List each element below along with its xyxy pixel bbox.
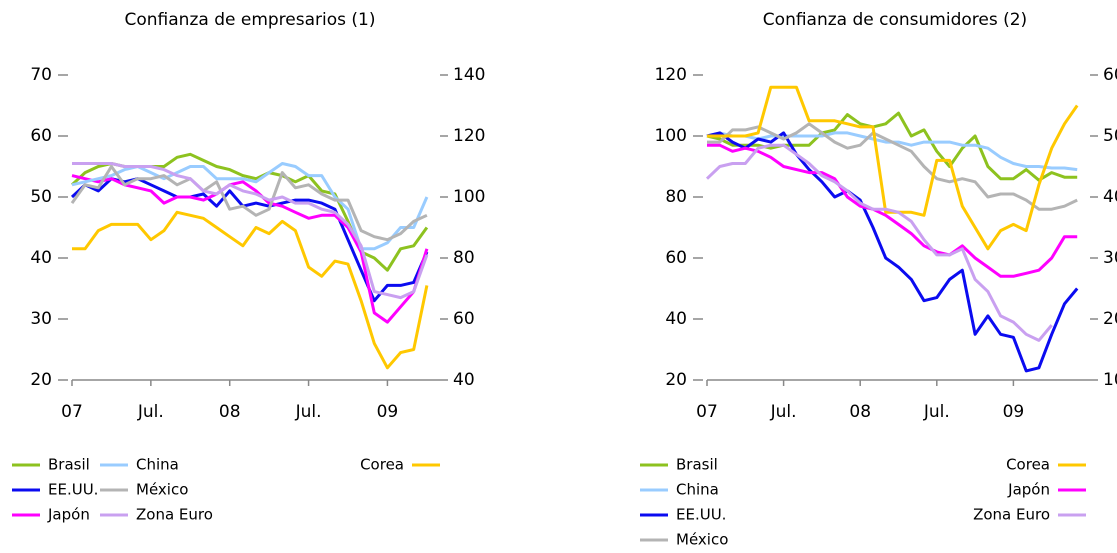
y-tick-label: 20 — [665, 370, 687, 390]
y-tick-label: 50 — [30, 187, 52, 207]
legend-label: EE.UU. — [676, 506, 726, 524]
y-tick-label: 120 — [655, 65, 687, 85]
y2-tick-label: 100 — [453, 187, 485, 207]
y2-tick-label: 140 — [453, 65, 485, 85]
legend-label: Corea — [1006, 456, 1050, 474]
legend-label: Japón — [47, 506, 90, 524]
y2-tick-label: 80 — [453, 248, 475, 268]
y-tick-label: 30 — [30, 309, 52, 329]
y2-tick-label: 10 — [1103, 370, 1117, 390]
series-line — [70, 177, 429, 303]
x-tick-label: Jul. — [137, 402, 164, 422]
y2-tick-label: 120 — [453, 126, 485, 146]
x-tick-label: 08 — [849, 402, 871, 422]
y2-tick-label: 40 — [1103, 187, 1117, 207]
series-line — [72, 210, 429, 370]
legend-label: Corea — [360, 456, 404, 474]
chart-title: Confianza de empresarios (1) — [125, 10, 376, 30]
legend-label: Zona Euro — [973, 506, 1050, 524]
series-line — [72, 162, 429, 300]
x-tick-label: Jul. — [295, 402, 322, 422]
y2-tick-label: 30 — [1103, 248, 1117, 268]
x-tick-label: 09 — [1003, 402, 1025, 422]
y-tick-label: 80 — [665, 187, 687, 207]
series-line — [71, 162, 429, 251]
x-tick-label: 08 — [219, 402, 241, 422]
x-tick-label: 07 — [696, 402, 718, 422]
legend-label: China — [136, 456, 179, 474]
legend-label: Zona Euro — [136, 506, 213, 524]
y-tick-label: 70 — [30, 65, 52, 85]
legend-label: Japón — [1007, 481, 1050, 499]
series-line — [70, 165, 428, 242]
y2-tick-label: 20 — [1103, 309, 1117, 329]
series-line — [706, 131, 1079, 373]
x-tick-label: 09 — [377, 402, 399, 422]
legend-label: EE.UU. — [48, 481, 98, 499]
legend-label: China — [676, 481, 719, 499]
x-tick-label: Jul. — [923, 402, 950, 422]
series-line — [707, 143, 1078, 278]
y-tick-label: 60 — [665, 248, 687, 268]
series-line — [707, 122, 1078, 211]
legend-label: Brasil — [48, 456, 90, 474]
series-line — [706, 131, 1078, 172]
y2-tick-label: 60 — [453, 309, 475, 329]
y2-tick-label: 60 — [1103, 65, 1117, 85]
legend-label: México — [136, 481, 188, 499]
y-tick-label: 20 — [30, 370, 52, 390]
series-line — [706, 111, 1078, 182]
series-line — [707, 85, 1079, 251]
y2-tick-label: 50 — [1103, 126, 1117, 146]
y-tick-label: 40 — [30, 248, 52, 268]
series-line — [71, 174, 429, 324]
y-tick-label: 100 — [655, 126, 687, 146]
legend-label: México — [676, 531, 728, 549]
y-tick-label: 40 — [665, 309, 687, 329]
series-line — [705, 143, 1053, 342]
x-tick-label: Jul. — [770, 402, 797, 422]
legend-label: Brasil — [676, 456, 718, 474]
x-tick-label: 07 — [61, 402, 83, 422]
y-tick-label: 60 — [30, 126, 52, 146]
chart-title: Confianza de consumidores (2) — [763, 10, 1027, 30]
y2-tick-label: 40 — [453, 370, 475, 390]
